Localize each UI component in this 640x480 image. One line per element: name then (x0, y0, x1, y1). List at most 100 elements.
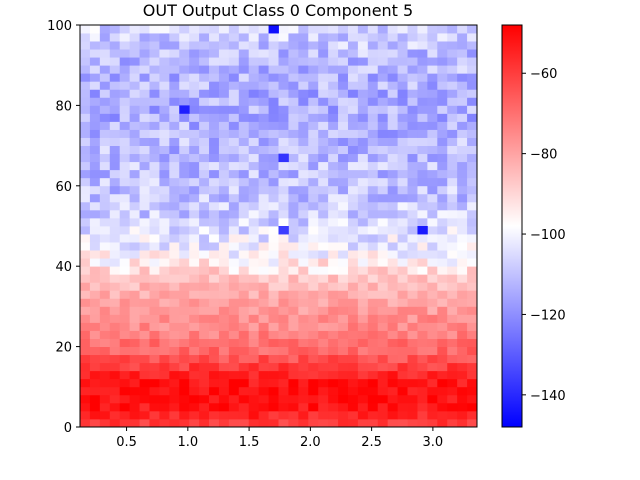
heatmap-cell (99, 193, 111, 203)
heatmap-cell (139, 242, 150, 251)
heatmap-cell (387, 282, 399, 291)
heatmap-cell (238, 402, 250, 412)
heatmap-cell (119, 346, 131, 356)
heatmap-cell (159, 185, 170, 195)
heatmap-cell (248, 169, 260, 179)
heatmap-cell (218, 282, 230, 291)
heatmap-cell (467, 209, 478, 219)
heatmap-cell (338, 161, 349, 171)
heatmap-cell (278, 386, 289, 396)
heatmap-cell (397, 370, 408, 380)
heatmap-cell (89, 113, 101, 122)
heatmap-cell (457, 266, 468, 275)
heatmap-cell (199, 33, 210, 42)
heatmap-cell (119, 226, 131, 235)
heatmap-cell (209, 145, 220, 155)
heatmap-cell (89, 346, 101, 356)
heatmap-cell (80, 362, 91, 372)
heatmap-cell (129, 57, 140, 66)
heatmap-cell (89, 370, 101, 380)
heatmap-cell (268, 153, 279, 163)
heatmap-cell (268, 97, 279, 106)
heatmap-cell (80, 113, 91, 122)
heatmap-cell (308, 354, 319, 364)
heatmap-cell (80, 338, 91, 347)
heatmap-cell (99, 113, 111, 122)
heatmap-cell (179, 234, 190, 243)
heatmap-cell (109, 394, 121, 404)
heatmap-cell (447, 193, 458, 203)
heatmap-cell (119, 145, 131, 155)
heatmap-cell (109, 410, 121, 420)
heatmap-cell (437, 65, 448, 74)
heatmap-cell (159, 177, 170, 187)
heatmap-cell (169, 250, 180, 259)
heatmap-cell (149, 65, 160, 74)
heatmap-cell (228, 217, 240, 227)
heatmap-cell (308, 274, 319, 283)
heatmap-cell (467, 25, 478, 34)
heatmap-cell (328, 290, 339, 299)
heatmap-cell (457, 161, 468, 171)
heatmap-cell (377, 314, 389, 323)
heatmap-cell (218, 121, 230, 130)
heatmap-cell (387, 274, 399, 283)
heatmap-cell (457, 258, 468, 267)
heatmap-cell (109, 177, 121, 187)
heatmap-cell (119, 418, 131, 428)
heatmap-cell (397, 282, 408, 291)
heatmap-cell (119, 57, 131, 66)
heatmap-cell (89, 145, 101, 155)
heatmap-cell (218, 137, 230, 146)
heatmap-cell (318, 81, 329, 90)
heatmap-cell (179, 338, 190, 347)
heatmap-cell (437, 298, 448, 307)
heatmap-cell (258, 105, 269, 114)
heatmap-cell (119, 97, 131, 106)
heatmap-cell (367, 57, 379, 66)
heatmap-cell (238, 226, 250, 235)
heatmap-cell (218, 410, 230, 420)
heatmap-cell (248, 266, 260, 275)
heatmap-cell (367, 346, 379, 356)
heatmap-cell (119, 185, 131, 195)
heatmap-cell (457, 410, 468, 420)
heatmap-cell (149, 161, 160, 171)
heatmap-cell (129, 330, 140, 339)
heatmap-cell (99, 121, 111, 130)
heatmap-cell (238, 145, 250, 155)
heatmap-cell (278, 250, 289, 259)
heatmap-cell (228, 65, 240, 74)
heatmap-cell (258, 49, 269, 58)
heatmap-cell (228, 153, 240, 163)
heatmap-cell (367, 258, 379, 267)
heatmap-cell (169, 129, 180, 138)
heatmap-cell (467, 129, 478, 138)
heatmap-cell (119, 250, 131, 259)
heatmap-cell (258, 226, 269, 235)
heatmap-cell (417, 137, 428, 146)
heatmap-cell (467, 410, 478, 420)
heatmap-cell (298, 378, 309, 388)
heatmap-cell (427, 338, 438, 347)
heatmap-cell (447, 97, 458, 106)
heatmap-cell (288, 105, 299, 114)
heatmap-cell (367, 137, 379, 146)
heatmap-cell (258, 298, 269, 307)
heatmap-cell (248, 153, 260, 163)
heatmap-cell (318, 402, 329, 412)
heatmap-cell (149, 105, 160, 114)
heatmap-cell (298, 322, 309, 331)
heatmap-cell (218, 314, 230, 323)
heatmap-cell (437, 314, 448, 323)
heatmap-cell (218, 97, 230, 106)
heatmap-cell (139, 57, 150, 66)
heatmap-cell (149, 386, 160, 396)
heatmap-cell (80, 129, 91, 138)
heatmap-cell (129, 410, 140, 420)
heatmap-cell (228, 97, 240, 106)
heatmap-cell (179, 209, 190, 219)
heatmap-cell (447, 185, 458, 195)
heatmap-cell (387, 322, 399, 331)
heatmap-cell (119, 306, 131, 315)
